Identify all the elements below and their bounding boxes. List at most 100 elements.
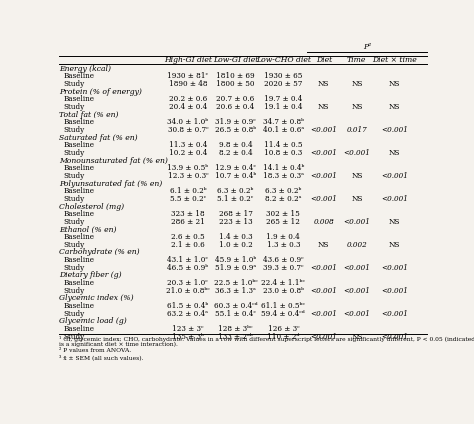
Text: NS: NS <box>351 195 363 203</box>
Text: <0.001: <0.001 <box>381 172 408 180</box>
Text: 34.0 ± 1.0ᵇ: 34.0 ± 1.0ᵇ <box>167 118 209 126</box>
Text: ² P values from ANOVA.: ² P values from ANOVA. <box>59 349 131 353</box>
Text: <0.001: <0.001 <box>343 218 370 226</box>
Text: 45.9 ± 1.0ᵇ: 45.9 ± 1.0ᵇ <box>215 256 256 264</box>
Text: Baseline: Baseline <box>64 325 95 333</box>
Text: Ethanol (% en): Ethanol (% en) <box>59 226 117 234</box>
Text: 110 ± 2ᵈ: 110 ± 2ᵈ <box>267 333 300 341</box>
Text: 39.3 ± 0.7ᶜ: 39.3 ± 0.7ᶜ <box>263 264 303 272</box>
Text: 55.1 ± 0.4ᶜ: 55.1 ± 0.4ᶜ <box>215 310 256 318</box>
Text: Carbohydrate (% en): Carbohydrate (% en) <box>59 248 140 257</box>
Text: 8.2 ± 0.2ᵃ: 8.2 ± 0.2ᵃ <box>265 195 301 203</box>
Text: 51.9 ± 0.9ᵃ: 51.9 ± 0.9ᵃ <box>215 264 256 272</box>
Text: 2.1 ± 0.6: 2.1 ± 0.6 <box>171 241 205 249</box>
Text: ³ ẋ̄ ± SEM (all such values).: ³ ẋ̄ ± SEM (all such values). <box>59 354 144 360</box>
Text: <0.001: <0.001 <box>310 333 337 341</box>
Text: 31.9 ± 0.9ᶜ: 31.9 ± 0.9ᶜ <box>215 118 256 126</box>
Text: Study: Study <box>64 241 85 249</box>
Text: Study: Study <box>64 126 85 134</box>
Text: 6.3 ± 0.2ᵇ: 6.3 ± 0.2ᵇ <box>265 187 301 195</box>
Text: 36.3 ± 1.3ᵃ: 36.3 ± 1.3ᵃ <box>215 287 256 295</box>
Text: NS: NS <box>318 103 329 111</box>
Text: 20.7 ± 0.6: 20.7 ± 0.6 <box>217 95 255 103</box>
Text: <0.001: <0.001 <box>343 287 370 295</box>
Text: 1810 ± 69: 1810 ± 69 <box>216 73 255 81</box>
Text: Baseline: Baseline <box>64 141 95 149</box>
Text: <0.001: <0.001 <box>310 195 337 203</box>
Text: 6.1 ± 0.2ᵇ: 6.1 ± 0.2ᵇ <box>170 187 206 195</box>
Text: 8.2 ± 0.4: 8.2 ± 0.4 <box>219 149 252 157</box>
Text: P²: P² <box>363 43 371 51</box>
Text: <0.001: <0.001 <box>310 149 337 157</box>
Text: NS: NS <box>389 80 400 88</box>
Text: Baseline: Baseline <box>64 187 95 195</box>
Text: 10.2 ± 0.4: 10.2 ± 0.4 <box>169 149 207 157</box>
Text: Glycemic load (g): Glycemic load (g) <box>59 318 127 325</box>
Text: <0.001: <0.001 <box>343 310 370 318</box>
Text: NS: NS <box>351 333 363 341</box>
Text: <0.001: <0.001 <box>381 264 408 272</box>
Text: Baseline: Baseline <box>64 302 95 310</box>
Text: 20.2 ± 0.6: 20.2 ± 0.6 <box>169 95 207 103</box>
Text: 1.0 ± 0.2: 1.0 ± 0.2 <box>219 241 253 249</box>
Text: Dietary fiber (g): Dietary fiber (g) <box>59 271 122 279</box>
Text: 19.1 ± 0.4: 19.1 ± 0.4 <box>264 103 302 111</box>
Text: <0.001: <0.001 <box>310 310 337 318</box>
Text: Baseline: Baseline <box>64 164 95 172</box>
Text: 323 ± 18: 323 ± 18 <box>171 210 205 218</box>
Text: Total fat (% en): Total fat (% en) <box>59 111 119 119</box>
Text: Study: Study <box>64 218 85 226</box>
Text: Glycemic index (%): Glycemic index (%) <box>59 294 134 302</box>
Text: 59.4 ± 0.4ᶜᵈ: 59.4 ± 0.4ᶜᵈ <box>262 310 305 318</box>
Text: Time: Time <box>347 56 366 64</box>
Text: 11.4 ± 0.5: 11.4 ± 0.5 <box>264 141 302 149</box>
Text: <0.001: <0.001 <box>310 264 337 272</box>
Text: NS: NS <box>351 172 363 180</box>
Text: NS: NS <box>389 103 400 111</box>
Text: Study: Study <box>64 333 85 341</box>
Text: Baseline: Baseline <box>64 118 95 126</box>
Text: 20.6 ± 0.4: 20.6 ± 0.4 <box>217 103 255 111</box>
Text: 2020 ± 57: 2020 ± 57 <box>264 80 302 88</box>
Text: Diet: Diet <box>316 56 332 64</box>
Text: 1.3 ± 0.3: 1.3 ± 0.3 <box>266 241 300 249</box>
Text: 23.0 ± 0.8ᵇ: 23.0 ± 0.8ᵇ <box>263 287 304 295</box>
Text: 1890 ± 48: 1890 ± 48 <box>169 80 207 88</box>
Text: 268 ± 17: 268 ± 17 <box>219 210 253 218</box>
Text: 18.3 ± 0.3ᵃ: 18.3 ± 0.3ᵃ <box>263 172 304 180</box>
Text: Study: Study <box>64 172 85 180</box>
Text: 61.1 ± 0.5ᵇᶜ: 61.1 ± 0.5ᵇᶜ <box>261 302 305 310</box>
Text: 265 ± 12: 265 ± 12 <box>266 218 300 226</box>
Text: 34.7 ± 0.8ᵇ: 34.7 ± 0.8ᵇ <box>263 118 304 126</box>
Text: Polyunsaturated fat (% en): Polyunsaturated fat (% en) <box>59 180 163 187</box>
Text: ¹ GI, glycemic index; CHO, carbohydrate. Values in a row with different superscr: ¹ GI, glycemic index; CHO, carbohydrate.… <box>59 336 474 342</box>
Text: Low-CHO diet: Low-CHO diet <box>256 56 311 64</box>
Text: High-GI diet: High-GI diet <box>164 56 212 64</box>
Text: <0.001: <0.001 <box>310 126 337 134</box>
Text: 9.8 ± 0.4: 9.8 ± 0.4 <box>219 141 252 149</box>
Text: 22.4 ± 1.1ᵇᶜ: 22.4 ± 1.1ᵇᶜ <box>261 279 305 287</box>
Text: 1.9 ± 0.4: 1.9 ± 0.4 <box>266 233 300 241</box>
Text: Baseline: Baseline <box>64 279 95 287</box>
Text: 0.017: 0.017 <box>346 126 367 134</box>
Text: Study: Study <box>64 195 85 203</box>
Text: 123 ± 3ᶜ: 123 ± 3ᶜ <box>172 325 203 333</box>
Text: 40.1 ± 0.6ᵃ: 40.1 ± 0.6ᵃ <box>263 126 304 134</box>
Text: 20.3 ± 1.0ᶜ: 20.3 ± 1.0ᶜ <box>167 279 208 287</box>
Text: 61.5 ± 0.4ᵇ: 61.5 ± 0.4ᵇ <box>167 302 209 310</box>
Text: 43.1 ± 1.0ᶜ: 43.1 ± 1.0ᶜ <box>167 256 208 264</box>
Text: 286 ± 21: 286 ± 21 <box>171 218 205 226</box>
Text: 22.5 ± 1.0ᵇᶜ: 22.5 ± 1.0ᵇᶜ <box>214 279 257 287</box>
Text: 14.1 ± 0.4ᵇ: 14.1 ± 0.4ᵇ <box>263 164 304 172</box>
Text: 128 ± 3ᵇᶜ: 128 ± 3ᵇᶜ <box>219 325 253 333</box>
Text: <0.001: <0.001 <box>381 126 408 134</box>
Text: Low-GI diet: Low-GI diet <box>213 56 258 64</box>
Text: 2.6 ± 0.5: 2.6 ± 0.5 <box>171 233 205 241</box>
Text: Baseline: Baseline <box>64 210 95 218</box>
Text: 63.2 ± 0.4ᵃ: 63.2 ± 0.4ᵃ <box>167 310 208 318</box>
Text: 223 ± 13: 223 ± 13 <box>219 218 252 226</box>
Text: 5.5 ± 0.2ᶜ: 5.5 ± 0.2ᶜ <box>170 195 206 203</box>
Text: 5.1 ± 0.2ᶜ: 5.1 ± 0.2ᶜ <box>218 195 254 203</box>
Text: 0.008: 0.008 <box>313 218 334 226</box>
Text: NS: NS <box>351 103 363 111</box>
